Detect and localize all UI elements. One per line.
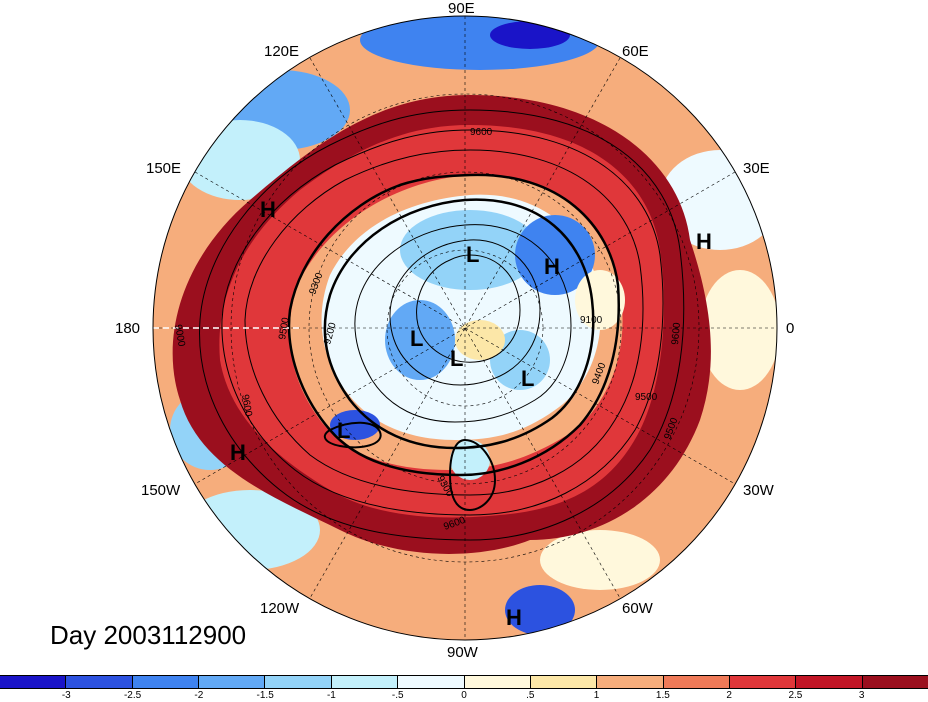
contour-label: 9600 [239,394,254,418]
low-center: L [466,242,479,267]
colorbar-label: 2 [726,690,732,701]
colorbar-label: 2.5 [788,690,803,701]
low-center: L [521,366,534,391]
lon-label-120e: 120E [264,43,300,60]
lon-label-180: 180 [115,320,141,337]
colorbar-label: 0 [461,690,467,701]
colorbar [0,675,928,689]
high-center: H [544,254,560,279]
high-center: H [230,440,246,465]
colorbar-box [862,676,928,688]
low-center: L [450,346,463,371]
colorbar-label: -3 [61,690,71,701]
lon-label-0: 0 [786,320,795,337]
colorbar-box [66,676,133,688]
lon-label-90e: 90E [448,0,475,17]
colorbar-box [729,676,797,688]
contour-label: 9500 [635,392,658,403]
colorbar-label: -.5 [391,690,404,701]
lon-label-30w: 30W [743,482,774,499]
lon-label-120w: 120W [260,600,300,617]
contour-label: 9600 [670,322,683,346]
lon-label-150e: 150E [146,160,182,177]
colorbar-label: -1 [326,690,336,701]
contour-label: 9100 [580,315,603,326]
colorbar-box [398,676,465,688]
lon-label-90w: 90W [447,644,478,661]
colorbar-box [199,676,266,688]
contour-label: 9000 [172,324,187,348]
lon-label-150w: 150W [141,482,181,499]
anomaly-field [153,16,777,640]
colorbar-box [331,676,399,688]
low-center: L [337,418,350,443]
colorbar-box [663,676,730,688]
high-center: H [506,605,522,630]
colorbar-label: 1.5 [655,690,670,701]
colorbar-box [597,676,664,688]
day-label: Day 2003112900 [50,620,247,650]
colorbar-label: .5 [526,690,535,701]
colorbar-box [0,676,67,688]
colorbar-box [464,676,531,688]
colorbar-labels: -3 -2.5 -2 -1.5 -1 -.5 0 .5 1 1.5 2 2.5 3 [0,690,928,702]
colorbar-box [530,676,598,688]
high-center: H [696,229,712,254]
low-center: L [410,326,423,351]
colorbar-box [796,676,863,688]
colorbar-label: 1 [593,690,600,701]
lon-label-60e: 60E [622,43,649,60]
high-center: H [260,197,276,222]
colorbar-label: -2 [194,690,204,701]
contour-label: 9600 [470,127,493,138]
colorbar-label: -1.5 [256,690,274,701]
lon-label-60w: 60W [622,600,653,617]
colorbar-box [265,676,332,688]
colorbar-box [132,676,200,688]
colorbar-label: -2.5 [123,690,142,701]
lon-label-30e: 30E [743,160,770,177]
height-contours [199,109,685,541]
map-border [152,15,778,641]
colorbar-label: 3 [858,690,865,701]
graticule [153,16,777,640]
contour-label: 9500 [277,316,292,340]
